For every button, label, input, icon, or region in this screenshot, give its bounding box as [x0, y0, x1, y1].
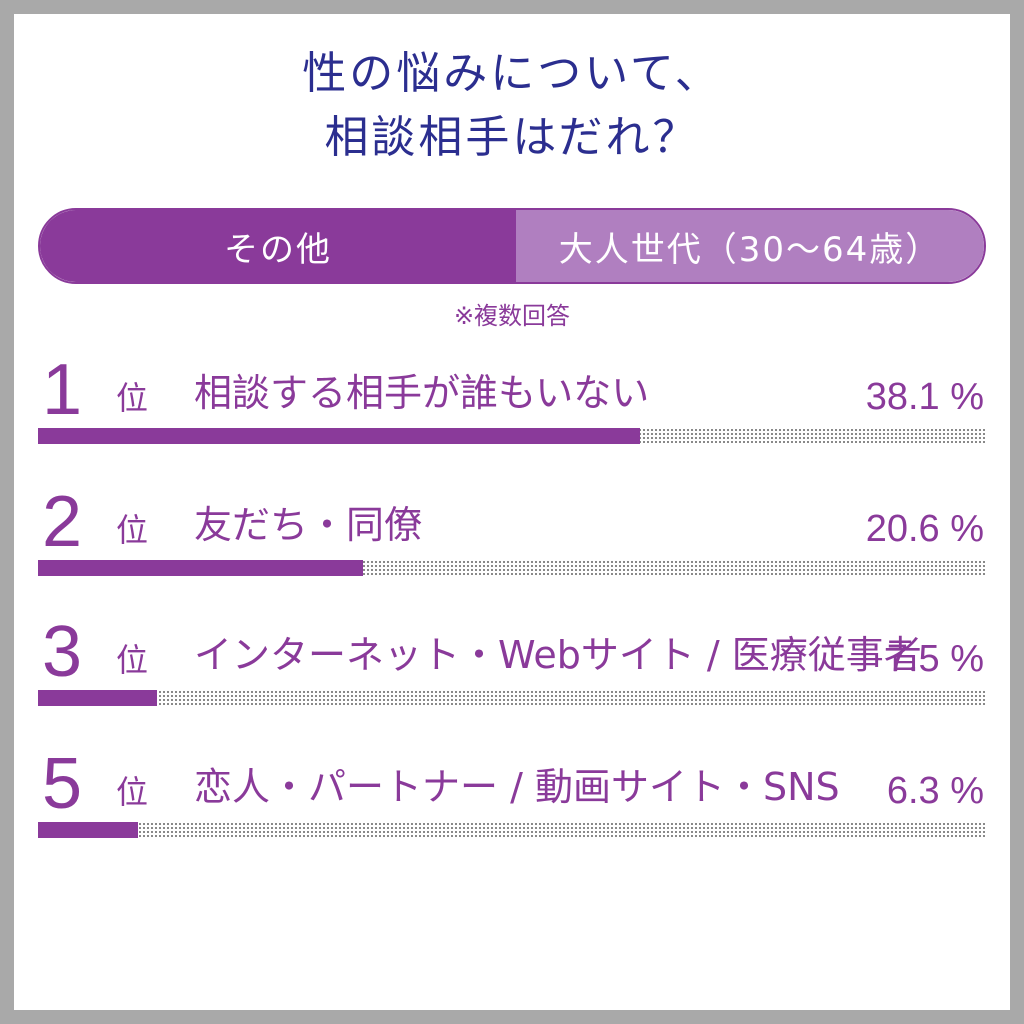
- rank-number: 3: [42, 612, 83, 692]
- category-label: インターネット・Webサイト / 医療従事者: [194, 633, 922, 677]
- page-title: 性の悩みについて、 相談相手はだれ？: [0, 42, 1024, 170]
- bar-track: [38, 690, 986, 706]
- bar: [38, 690, 157, 706]
- value-label: 20.6 %: [865, 508, 984, 550]
- ranking-row: 5 位 恋人・パートナー / 動画サイト・SNS 6.3 %: [38, 746, 986, 856]
- ranking-row: 3 位 インターネット・Webサイト / 医療従事者 7.5 %: [38, 614, 986, 724]
- category-label: 恋人・パートナー / 動画サイト・SNS: [194, 765, 840, 809]
- category-label: 相談する相手が誰もいない: [194, 371, 650, 415]
- category-label: 友だち・同僚: [194, 503, 423, 547]
- value-label: 6.3 %: [886, 770, 984, 812]
- rank-suffix: 位: [116, 773, 149, 811]
- value-label: 38.1 %: [865, 376, 984, 418]
- rank-suffix: 位: [116, 511, 149, 549]
- bar: [38, 822, 138, 838]
- bar-track: [38, 822, 986, 838]
- ranking-row: 1 位 相談する相手が誰もいない 38.1 %: [38, 352, 986, 462]
- title-line-1: 性の悩みについて、: [302, 48, 722, 99]
- rank-number: 1: [42, 350, 83, 430]
- value-label: 7.5 %: [886, 638, 984, 680]
- title-line-2: 相談相手はだれ？: [324, 112, 700, 163]
- card-background: [14, 14, 1010, 1010]
- tab-bar: その他 大人世代（30〜64歳）: [38, 208, 986, 284]
- multiple-answer-note: ※複数回答: [453, 302, 571, 330]
- rank-suffix: 位: [116, 641, 149, 679]
- rank-suffix: 位: [116, 379, 149, 417]
- ranking-row: 2 位 友だち・同僚 20.6 %: [38, 484, 986, 594]
- tab-other[interactable]: その他: [40, 210, 516, 282]
- bar: [38, 560, 363, 576]
- tab-adult-generation[interactable]: 大人世代（30〜64歳）: [516, 210, 984, 282]
- bar: [38, 428, 640, 444]
- rank-number: 5: [42, 744, 83, 824]
- rank-number: 2: [42, 482, 83, 562]
